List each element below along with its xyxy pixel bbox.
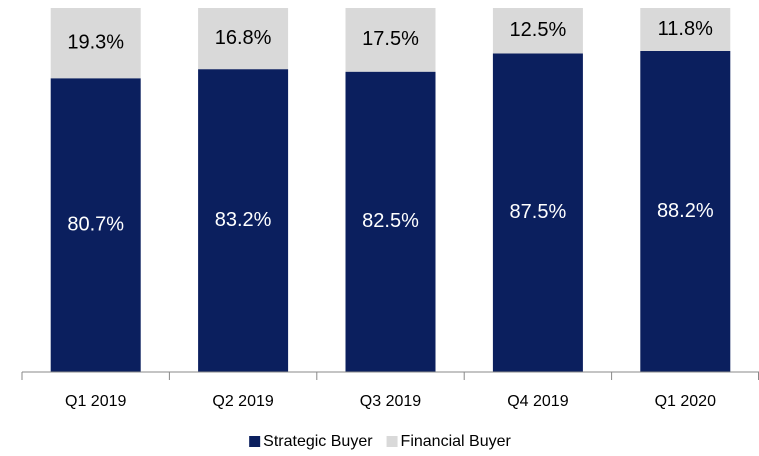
data-label: 11.8% <box>658 18 713 40</box>
legend-label: Financial Buyer <box>401 433 512 450</box>
data-label: 16.8% <box>215 27 272 49</box>
bar-segment <box>492 8 583 54</box>
data-label: 88.2% <box>657 200 714 222</box>
x-tick-label: Q4 2019 <box>507 393 568 410</box>
bar-segment <box>640 50 731 373</box>
bar-segment <box>345 8 436 72</box>
legend-swatch <box>249 436 261 447</box>
legend-swatch <box>386 436 398 447</box>
bar-segment <box>198 69 289 372</box>
x-tick-label: Q1 2020 <box>655 393 716 410</box>
x-tick-label: Q1 2019 <box>65 393 126 410</box>
data-label: 82.5% <box>362 210 419 232</box>
bar-segment <box>198 8 289 70</box>
data-label: 80.7% <box>67 213 124 235</box>
data-label: 83.2% <box>215 209 272 231</box>
x-tick-label: Q3 2019 <box>360 393 421 410</box>
bar-segment <box>640 8 731 51</box>
data-label: 12.5% <box>510 19 567 41</box>
legend-label: Strategic Buyer <box>263 433 373 450</box>
data-label: 19.3% <box>67 31 124 53</box>
data-label: 87.5% <box>510 201 567 223</box>
bar-segment <box>492 53 583 372</box>
data-label: 17.5% <box>362 28 419 50</box>
bar-segment <box>50 78 141 372</box>
legend-item: Financial Buyer <box>386 433 512 450</box>
bar-segment <box>50 8 141 79</box>
x-tick-label: Q2 2019 <box>212 393 273 410</box>
legend-item: Strategic Buyer <box>249 433 373 450</box>
bar-segment <box>345 71 436 372</box>
